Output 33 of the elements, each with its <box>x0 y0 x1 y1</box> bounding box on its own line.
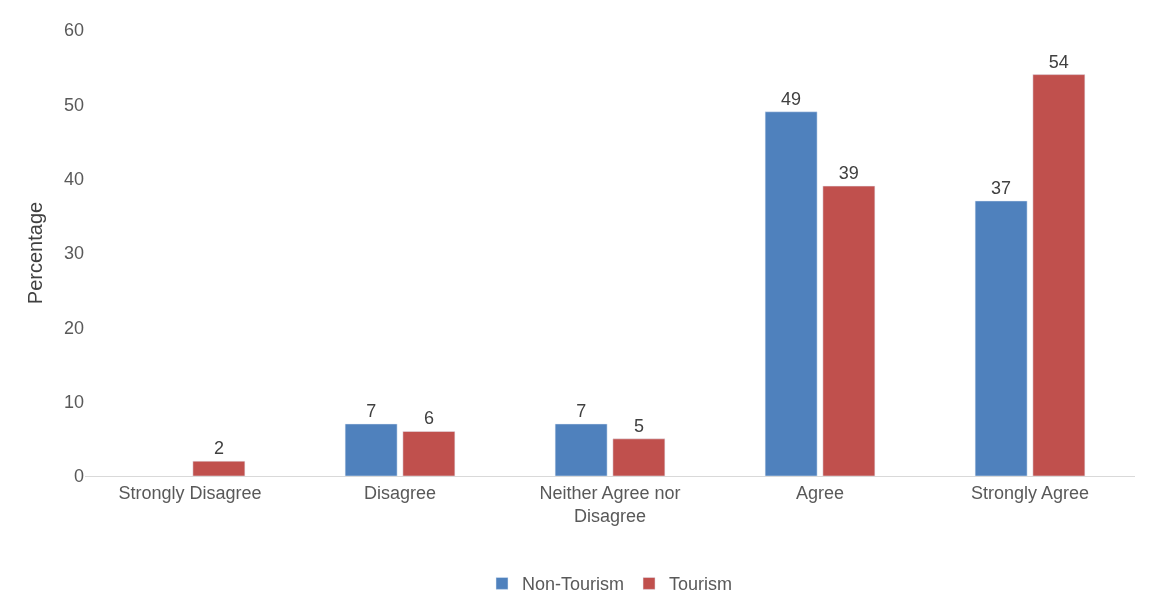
x-tick-label: Strongly Agree <box>970 482 1090 503</box>
data-label: 2 <box>213 438 224 459</box>
bar <box>612 438 666 476</box>
data-label: 6 <box>423 408 434 429</box>
data-label: 7 <box>576 400 587 421</box>
data-label: 49 <box>781 88 802 109</box>
data-label: 7 <box>366 400 377 421</box>
data-label: 37 <box>991 177 1012 198</box>
legend-label: Non-Tourism <box>522 574 625 595</box>
bar <box>192 460 246 476</box>
bar <box>822 185 876 476</box>
y-tick-label: 60 <box>63 20 84 41</box>
x-tick-label: Neither Agree nor Disagree <box>539 482 681 526</box>
data-label: 5 <box>633 415 644 436</box>
bar <box>402 431 456 476</box>
y-axis-title: Percentage <box>24 201 47 305</box>
bar <box>344 423 398 476</box>
bar <box>764 111 818 476</box>
x-tick-label: Agree <box>795 482 845 503</box>
data-label: 39 <box>838 163 859 184</box>
legend-label: Tourism <box>669 574 733 595</box>
bar <box>1032 74 1086 476</box>
x-tick-label: Strongly Disagree <box>118 482 262 503</box>
y-tick-label: 0 <box>73 466 84 487</box>
y-tick-label: 50 <box>63 94 84 115</box>
x-tick-label: Disagree <box>363 482 437 503</box>
data-label: 54 <box>1048 51 1069 72</box>
y-tick-label: 30 <box>63 243 84 264</box>
bar <box>554 423 608 476</box>
y-tick-label: 10 <box>63 391 84 412</box>
bar <box>974 200 1028 476</box>
y-tick-label: 20 <box>63 317 84 338</box>
y-tick-label: 40 <box>63 168 84 189</box>
